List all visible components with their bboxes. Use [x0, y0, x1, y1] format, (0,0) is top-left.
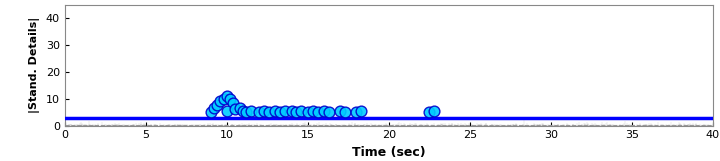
Point	[279, 109, 291, 112]
Point	[339, 111, 351, 114]
Point	[212, 104, 223, 107]
Point	[269, 109, 281, 112]
Point	[217, 97, 229, 100]
Point	[318, 109, 330, 112]
Point	[229, 108, 240, 111]
Point	[258, 109, 270, 112]
Point	[215, 100, 226, 103]
Point	[240, 111, 252, 114]
Point	[428, 109, 440, 112]
Point	[286, 109, 297, 112]
Point	[221, 95, 233, 97]
Point	[295, 109, 307, 112]
Point	[221, 109, 233, 112]
Point	[307, 109, 318, 112]
Point	[334, 109, 346, 112]
Point	[312, 111, 323, 114]
Point	[274, 111, 286, 114]
Point	[238, 109, 249, 112]
Point	[228, 101, 239, 104]
Y-axis label: |Stand. Details|: |Stand. Details|	[30, 17, 40, 113]
Point	[204, 111, 216, 114]
Point	[423, 111, 435, 114]
Point	[302, 111, 314, 114]
Point	[234, 107, 246, 109]
Point	[356, 109, 367, 112]
Point	[323, 111, 335, 114]
Point	[263, 111, 274, 114]
Point	[224, 97, 235, 100]
Point	[291, 111, 302, 114]
Point	[246, 109, 257, 112]
Point	[351, 111, 362, 114]
Point	[208, 107, 220, 109]
X-axis label: Time (sec): Time (sec)	[352, 146, 426, 159]
Point	[253, 111, 265, 114]
